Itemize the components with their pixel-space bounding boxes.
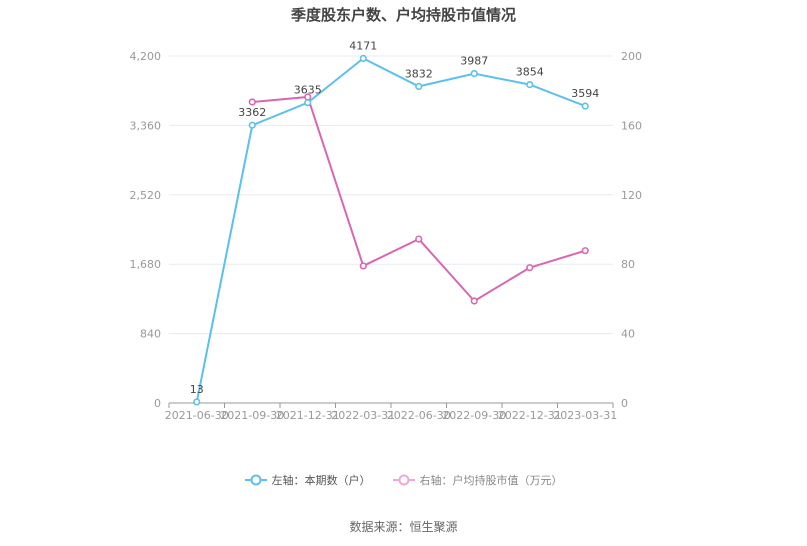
x-axis: 2021-06-302021-09-302021-12-312022-03-31… [165,402,617,422]
data-point[interactable] [470,69,478,78]
x-tick-label: 2022-03-31 [331,409,395,422]
data-point[interactable] [248,121,256,129]
data-point[interactable] [526,80,534,89]
data-point[interactable] [359,54,367,62]
right-tick-label: 0 [621,397,628,410]
data-point[interactable] [248,98,256,106]
right-tick-label: 120 [621,189,642,202]
series-shareholder-count: 13 3362 3635 4171 3832 3987 3854 3594 [190,39,599,406]
chart-title: 季度股东户数、户均持股市值情况 [290,6,516,24]
data-point[interactable] [415,235,423,243]
data-point[interactable] [581,102,589,110]
circle-line-icon [392,474,415,486]
left-tick-label: 840 [140,328,161,341]
left-tick-label: 2,520 [130,189,162,202]
data-point[interactable] [415,82,423,91]
x-tick-label: 2021-12-31 [276,409,340,422]
left-axis: 0 840 1,680 2,520 3,360 4,200 [130,50,162,410]
legend-item-right[interactable]: 右轴：户均持股市值（万元） [392,472,563,488]
data-label: 3987 [460,55,488,68]
data-point[interactable] [304,99,312,107]
left-tick-label: 1,680 [130,258,162,271]
data-label: 3635 [294,84,322,97]
data-point[interactable] [359,262,367,270]
series-line [252,95,586,303]
data-label: 3854 [516,66,544,79]
x-tick-label: 2022-06-30 [387,409,451,422]
circle-line-icon [244,474,267,486]
data-point[interactable] [581,247,589,255]
x-tick-label: 2023-03-31 [553,409,617,422]
legend: 左轴：本期数（户） 右轴：户均持股市值（万元） [0,472,807,488]
right-tick-label: 40 [621,328,635,341]
x-tick-label: 2022-12-31 [498,409,562,422]
left-tick-label: 0 [154,397,161,410]
right-tick-label: 80 [621,258,635,271]
data-point[interactable] [526,264,534,272]
data-label: 3594 [571,87,599,100]
right-tick-label: 200 [621,50,642,63]
series-line [195,57,586,403]
legend-label-left: 左轴：本期数（户） [271,474,371,487]
data-source: 数据来源：恒生聚源 [349,520,458,534]
x-tick-label: 2021-09-30 [220,409,284,422]
left-tick-label: 3,360 [130,119,162,132]
series-avg-holding-value [248,93,589,305]
data-label: 13 [190,383,204,396]
right-tick-label: 160 [621,119,642,132]
data-point[interactable] [193,398,201,406]
legend-item-left[interactable]: 左轴：本期数（户） [244,472,371,488]
legend-label-right: 右轴：户均持股市值（万元） [419,474,563,487]
left-tick-label: 4,200 [130,50,162,63]
grid-lines [169,55,613,335]
data-label: 3362 [238,106,266,119]
x-tick-label: 2021-06-30 [165,409,229,422]
x-tick-label: 2022-09-30 [442,409,506,422]
data-point[interactable] [470,297,478,305]
right-axis: 0 40 80 120 160 200 [621,50,642,410]
data-label: 4171 [349,39,377,52]
data-label: 3832 [405,67,433,80]
